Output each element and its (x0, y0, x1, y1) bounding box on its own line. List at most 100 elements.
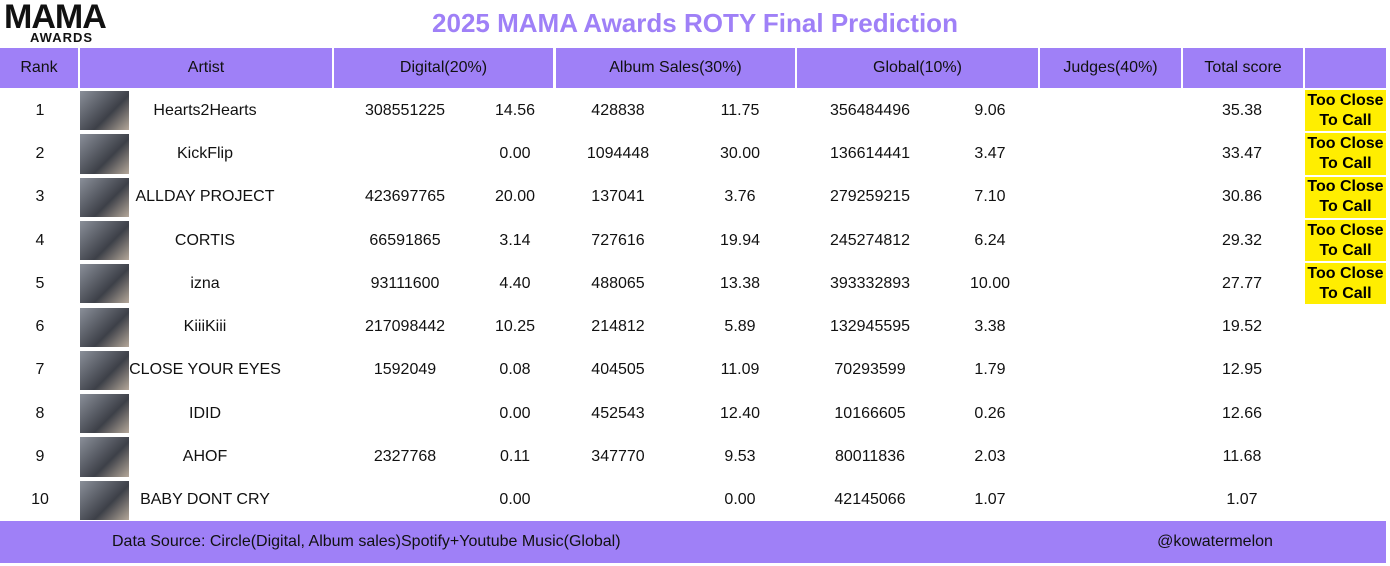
total: 1.07 (1226, 491, 1258, 509)
digital-score: 14.56 (494, 101, 536, 119)
artist: CORTIS (174, 231, 236, 249)
album-score: 3.76 (724, 188, 756, 206)
total: 29.32 (1221, 231, 1263, 249)
digital-raw: 308551225 (364, 101, 446, 119)
rank: 7 (35, 361, 45, 379)
album-score: 0.00 (724, 491, 756, 509)
footer-source: Data Source: Circle(Digital, Album sales… (112, 533, 621, 550)
artist-photo (80, 437, 129, 477)
header-cell: Total score (1183, 48, 1303, 88)
digital-raw: 66591865 (369, 231, 441, 249)
header-cell (1305, 48, 1386, 88)
artist-photo (80, 177, 129, 217)
rank: 1 (35, 101, 45, 119)
digital-score: 0.08 (499, 361, 531, 379)
global-score: 6.24 (974, 231, 1006, 249)
global-raw: 279259215 (829, 188, 911, 206)
album-raw: 488065 (591, 274, 645, 292)
total: 35.38 (1221, 101, 1263, 119)
artist: BABY DONT CRY (140, 491, 270, 509)
status-badge: Too Close To Call (1305, 176, 1386, 218)
digital-score: 10.25 (494, 318, 536, 336)
rank: 6 (35, 318, 45, 336)
album-raw: 137041 (591, 188, 645, 206)
artist-photo (80, 350, 129, 391)
digital-raw: 2327768 (373, 448, 437, 466)
header-cell: Artist (80, 48, 332, 88)
total: 12.66 (1221, 404, 1263, 422)
album-score: 11.09 (720, 361, 760, 379)
global-score: 2.03 (974, 448, 1006, 466)
artist: AHOF (182, 448, 228, 466)
album-score: 11.75 (720, 101, 760, 119)
artist: KickFlip (176, 144, 233, 162)
digital-raw: 93111600 (370, 274, 440, 292)
rank: 5 (35, 274, 45, 292)
artist-photo (80, 134, 129, 174)
artist-photo (80, 480, 129, 520)
global-raw: 356484496 (829, 101, 911, 119)
header-cell: Rank (0, 48, 78, 88)
header-cell: Global(10%) (797, 48, 1038, 88)
global-raw: 42145066 (834, 491, 906, 509)
artist: IDID (189, 404, 221, 422)
logo: MAMA (4, 0, 107, 36)
digital-raw: 1592049 (373, 361, 437, 379)
album-raw: 347770 (591, 448, 645, 466)
global-raw: 393332893 (829, 274, 911, 292)
logo-sub: AWARDS (30, 30, 94, 45)
global-score: 0.26 (974, 404, 1006, 422)
album-raw: 428838 (591, 101, 645, 119)
album-score: 9.53 (724, 448, 756, 466)
global-raw: 132945595 (829, 318, 911, 336)
digital-raw: 217098442 (364, 318, 446, 336)
footer-bar (0, 521, 1386, 563)
total: 27.77 (1221, 274, 1263, 292)
total: 11.68 (1222, 448, 1262, 466)
global-score: 10.00 (969, 274, 1011, 292)
global-score: 7.10 (974, 188, 1006, 206)
artist: izna (190, 274, 220, 292)
header-cell: Judges(40%) (1040, 48, 1181, 88)
album-score: 12.40 (719, 404, 761, 422)
album-raw: 452543 (591, 404, 645, 422)
digital-score: 3.14 (499, 231, 531, 249)
status-badge: Too Close To Call (1305, 219, 1386, 262)
digital-raw: 423697765 (364, 188, 446, 206)
header-cell: Digital(20%) (334, 48, 553, 88)
global-raw: 10166605 (834, 404, 906, 422)
total: 19.52 (1221, 318, 1263, 336)
digital-score: 0.00 (499, 144, 531, 162)
rank: 10 (31, 491, 49, 509)
status-badge: Too Close To Call (1305, 90, 1386, 132)
album-score: 19.94 (719, 231, 761, 249)
global-raw: 245274812 (829, 231, 911, 249)
album-score: 5.89 (724, 318, 756, 336)
album-raw: 727616 (591, 231, 645, 249)
status-badge: Too Close To Call (1305, 133, 1386, 175)
artist-photo (80, 394, 129, 434)
header-cell: Album Sales(30%) (556, 48, 795, 88)
artist-photo (80, 307, 129, 347)
digital-score: 0.00 (499, 404, 531, 422)
album-raw: 214812 (591, 318, 645, 336)
global-score: 1.07 (974, 491, 1006, 509)
digital-score: 0.11 (500, 448, 530, 466)
footer-credit: @kowatermelon (1157, 533, 1273, 550)
album-score: 30.00 (719, 144, 761, 162)
global-score: 9.06 (974, 101, 1006, 119)
global-raw: 80011836 (835, 448, 905, 466)
global-score: 3.38 (974, 318, 1006, 336)
rank: 9 (35, 448, 45, 466)
title: 2025 MAMA Awards ROTY Final Prediction (432, 8, 958, 38)
total: 33.47 (1221, 144, 1263, 162)
artist: CLOSE YOUR EYES (129, 361, 281, 379)
global-raw: 70293599 (834, 361, 906, 379)
artist: KiiiKiii (183, 318, 227, 336)
digital-score: 4.40 (499, 274, 531, 292)
digital-score: 0.00 (499, 491, 531, 509)
status-badge: Too Close To Call (1305, 263, 1386, 305)
total: 12.95 (1221, 361, 1263, 379)
digital-score: 20.00 (494, 188, 536, 206)
